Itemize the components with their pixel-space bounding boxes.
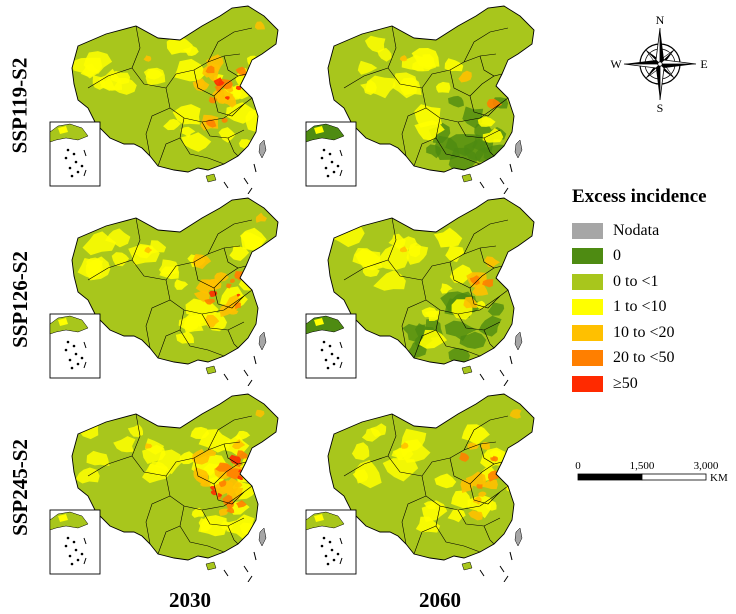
legend-swatch [572,375,603,392]
legend: Excess incidence Nodata 0 0 to <1 1 to <… [572,186,736,397]
scale-bar: 0 1,500 3,000 KM [575,460,728,484]
china-map-ssp119-2030 [49,5,279,194]
compass-west-label: W [610,57,622,71]
legend-item-10-to-20: 10 to <20 [572,320,736,346]
china-map-ssp245-2030 [49,393,279,582]
legend-item-0-to-1: 0 to <1 [572,269,736,295]
legend-swatch [572,222,603,239]
compass-east-label: E [700,57,707,71]
col-label-2030: 2030 [169,588,211,612]
legend-item-50-plus: ≥50 [572,371,736,397]
legend-item-20-to-50: 20 to <50 [572,346,736,372]
col-label-2060: 2060 [419,588,461,612]
scale-tick-0: 0 [575,460,581,472]
row-label-ssp126: SSP126-S2 [7,250,32,348]
row-label-ssp245: SSP245-S2 [7,438,32,536]
scale-tick-1500: 1,500 [630,460,655,472]
scale-unit: KM [710,472,728,484]
china-map-ssp119-2060 [305,5,535,194]
legend-swatch [572,324,603,341]
legend-item-1-to-10: 1 to <10 [572,295,736,321]
legend-swatch [572,273,603,290]
legend-item-nodata: Nodata [572,218,736,244]
scale-tick-3000: 3,000 [694,460,719,472]
legend-swatch [572,248,603,265]
legend-title: Excess incidence [572,186,707,207]
china-map-ssp245-2060 [305,393,535,582]
legend-swatch [572,299,603,316]
compass-south-label: S [657,101,664,114]
china-map-ssp126-2060 [305,197,535,386]
row-label-ssp119: SSP119-S2 [7,57,32,153]
legend-swatch [572,350,603,367]
legend-item-zero: 0 [572,244,736,270]
compass-north-label: N [656,14,665,27]
compass-rose-icon: N S E W [610,14,707,114]
china-map-ssp126-2030 [49,197,279,386]
